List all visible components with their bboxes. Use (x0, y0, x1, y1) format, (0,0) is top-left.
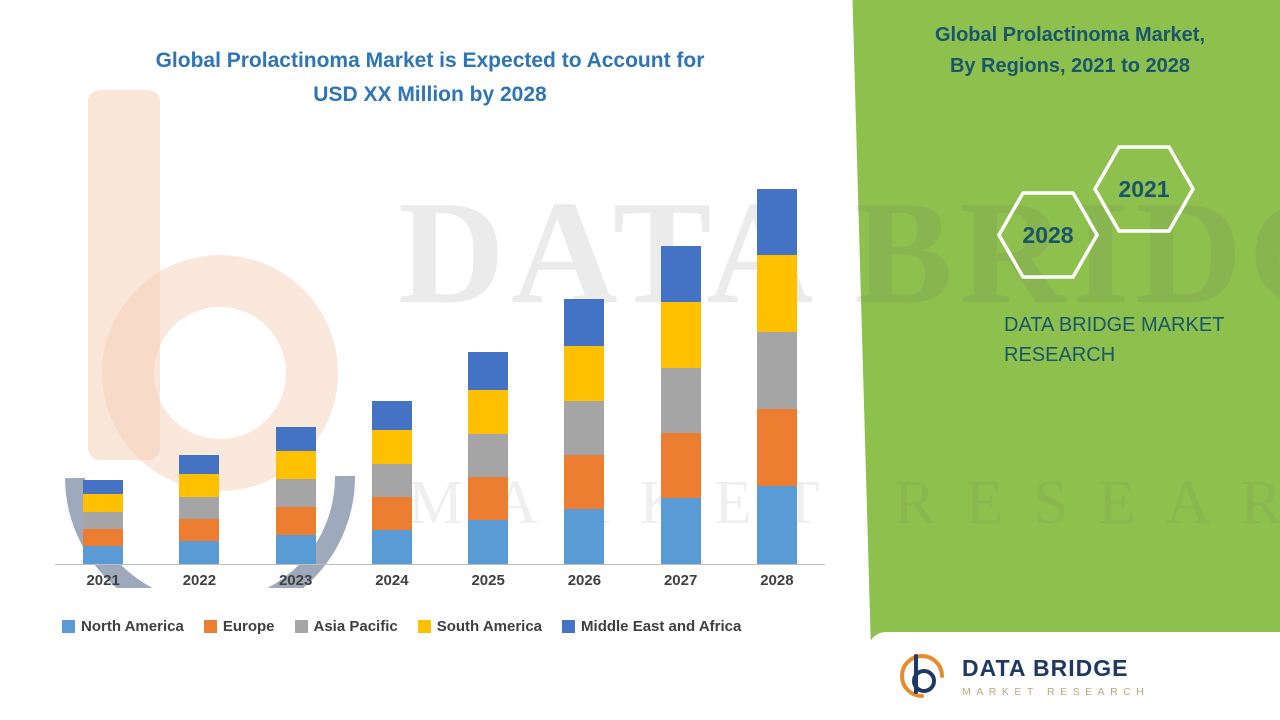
bar-segment-north-america (756, 486, 797, 564)
legend-swatch-europe (203, 620, 217, 633)
bar-segment-europe (564, 455, 605, 509)
bar-segment-north-america (275, 535, 316, 564)
legend-swatch-asia-pacific (294, 620, 308, 633)
bar-segment-south-america (756, 255, 797, 332)
bar-segment-south-america (564, 346, 605, 401)
logo-brand-name: DATA BRIDGE (962, 654, 1129, 681)
chart-title: Global Prolactinoma Market is Expected t… (0, 44, 860, 111)
legend-label-europe: Europe (222, 618, 275, 635)
bar-segment-europe (371, 497, 412, 530)
legend-item-asia-pacific: Asia Pacific (294, 618, 398, 635)
hexagon-2028: 2028 (996, 190, 1100, 280)
bar-2022 (179, 455, 220, 564)
bar-segment-north-america (179, 541, 220, 564)
bar-segment-europe (179, 519, 220, 541)
panel-heading-line2: By Regions, 2021 to 2028 (949, 55, 1191, 77)
bar-segment-europe (468, 477, 509, 520)
bar-2021 (83, 480, 124, 564)
panel-brand-line1: DATA BRIDGE MARKET (1004, 314, 1225, 336)
watermark-text-data-bridge: DATA BRIDGE (398, 171, 1280, 335)
x-axis-label-2025: 2025 (471, 572, 505, 589)
bar-segment-north-america (468, 520, 509, 564)
bar-segment-middle-east-and-africa (468, 352, 509, 390)
x-axis-label-2024: 2024 (375, 572, 409, 589)
legend-label-asia-pacific: Asia Pacific (313, 618, 398, 635)
logo-box: DATA BRIDGE MARKET RESEARCH (868, 632, 1280, 720)
bar-2027 (660, 246, 701, 564)
bar-segment-middle-east-and-africa (275, 427, 316, 451)
bar-2024 (371, 401, 412, 564)
panel-heading: Global Prolactinoma Market, By Regions, … (900, 20, 1240, 82)
logo-text: DATA BRIDGE MARKET RESEARCH (962, 655, 1149, 698)
hexagon-year-2028: 2028 (1022, 221, 1074, 248)
legend-item-south-america: South America (417, 618, 543, 635)
bar-2028 (756, 189, 797, 564)
legend-swatch-north-america (62, 620, 75, 633)
bar-segment-asia-pacific (564, 401, 605, 455)
legend-item-north-america: North America (62, 618, 184, 635)
x-axis-labels: 2021 2022 2023 2024 2025 2026 2027 2028 (55, 572, 825, 589)
x-axis-label-2021: 2021 (86, 572, 120, 589)
bar-segment-middle-east-and-africa (564, 299, 605, 346)
bar-segment-asia-pacific (371, 464, 412, 497)
bar-segment-asia-pacific (660, 368, 701, 433)
bar-2025 (468, 352, 509, 564)
hexagon-outline-icon (996, 191, 1100, 279)
legend-item-europe: Europe (203, 618, 275, 635)
bar-segment-middle-east-and-africa (83, 480, 124, 494)
legend-item-middle-east-and-africa: Middle East and Africa (562, 618, 741, 635)
bar-segment-south-america (371, 430, 412, 464)
bar-segment-asia-pacific (468, 434, 509, 477)
x-axis-label-2027: 2027 (663, 572, 698, 589)
panel-brand-text: DATA BRIDGE MARKET RESEARCH (1004, 310, 1274, 370)
watermark-text-market-research: MARKET RESEARCH (408, 469, 1280, 537)
bar-segment-north-america (371, 530, 412, 564)
bar-segment-south-america (660, 302, 701, 368)
x-axis-label-2023: 2023 (278, 572, 313, 589)
chart-title-line2: USD XX Million by 2028 (313, 82, 547, 106)
legend: North America Europe Asia Pacific South Ame… (62, 618, 842, 635)
data-bridge-logo-icon (900, 654, 944, 698)
legend-swatch-south-america (417, 620, 431, 633)
hexagon-year-2021: 2021 (1118, 175, 1170, 202)
bar-2023 (275, 427, 316, 564)
legend-swatch-middle-east-and-africa (562, 620, 576, 633)
bar-segment-north-america (564, 509, 605, 564)
hexagon-outline-icon (1092, 145, 1196, 233)
panel-brand-line2: RESEARCH (1004, 344, 1116, 366)
bar-segment-europe (83, 529, 124, 546)
panel-heading-line1: Global Prolactinoma Market, (934, 24, 1206, 46)
bar-segment-south-america (179, 474, 220, 497)
bar-2026 (564, 299, 605, 564)
bar-segment-middle-east-and-africa (371, 401, 412, 430)
bar-segment-asia-pacific (179, 497, 220, 519)
bar-segment-asia-pacific (275, 479, 316, 507)
bar-segment-asia-pacific (756, 332, 797, 409)
x-axis-label-2028: 2028 (760, 572, 794, 589)
legend-label-north-america: North America (81, 618, 184, 635)
legend-label-middle-east-and-africa: Middle East and Africa (581, 618, 742, 635)
plot-area (55, 175, 825, 565)
bar-segment-south-america (468, 390, 509, 434)
bar-segment-europe (660, 433, 701, 498)
bar-segment-middle-east-and-africa (179, 455, 220, 474)
bar-segment-south-america (275, 451, 316, 479)
bar-segment-asia-pacific (83, 512, 124, 529)
x-axis-label-2026: 2026 (567, 572, 602, 589)
bar-segment-europe (756, 409, 797, 486)
bar-segment-europe (275, 507, 316, 535)
bar-segment-north-america (660, 498, 701, 564)
x-axis-label-2022: 2022 (182, 572, 217, 589)
logo-brand-subtitle: MARKET RESEARCH (962, 685, 1150, 698)
chart-area (55, 175, 825, 565)
bar-segment-south-america (83, 494, 124, 512)
bar-segment-north-america (83, 546, 124, 564)
bar-segment-middle-east-and-africa (660, 246, 701, 302)
hexagon-2021: 2021 (1092, 144, 1196, 234)
bar-segment-middle-east-and-africa (756, 189, 797, 255)
legend-label-south-america: South America (436, 618, 543, 635)
chart-title-line1: Global Prolactinoma Market is Expected t… (155, 49, 705, 72)
